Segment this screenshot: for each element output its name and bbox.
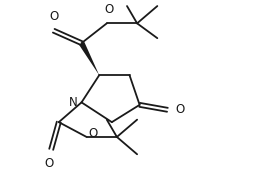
- Text: O: O: [49, 10, 58, 23]
- Polygon shape: [79, 42, 99, 75]
- Text: O: O: [44, 157, 53, 170]
- Text: O: O: [104, 3, 114, 17]
- Text: O: O: [175, 103, 184, 116]
- Text: N: N: [69, 96, 78, 109]
- Text: O: O: [88, 127, 98, 140]
